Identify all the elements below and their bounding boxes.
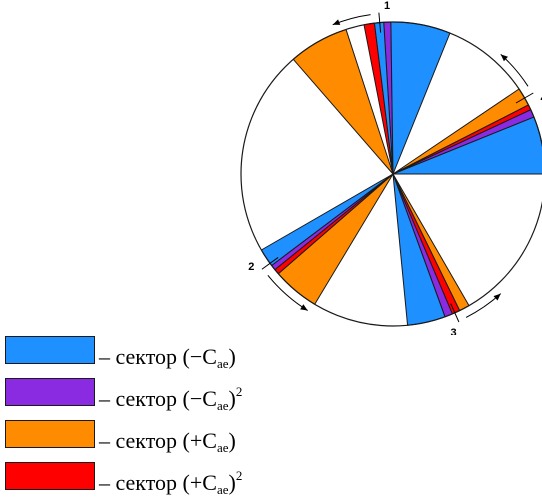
- legend-swatch-blue: [5, 336, 95, 364]
- marker-2: 2: [248, 257, 308, 311]
- arrowhead: [500, 54, 508, 62]
- marker-3: 3: [450, 293, 502, 335]
- sector-diagram: 1 4 3 2: [240, 0, 542, 335]
- legend-subscript: ae: [216, 356, 229, 371]
- legend-suffix: ): [228, 344, 236, 369]
- legend-subscript: ae: [216, 482, 229, 497]
- marker-label: 2: [248, 261, 254, 273]
- marker-label: 1: [384, 0, 390, 12]
- arrowhead: [300, 304, 308, 311]
- legend-prefix: – сектор (+C: [99, 428, 217, 453]
- marker-label: 4: [541, 92, 542, 104]
- legend-prefix: – сектор (−C: [99, 344, 217, 369]
- legend-label-blue: – сектор (−Cae): [99, 336, 236, 378]
- legend-suffix: ): [228, 470, 236, 495]
- legend-swatch-red: [5, 462, 95, 490]
- marker-4: 4: [500, 53, 542, 104]
- legend-superscript: 2: [235, 468, 243, 483]
- marker-1: 1: [332, 0, 390, 33]
- marker-layer: 1 4 3 2: [248, 0, 542, 335]
- arrowhead: [493, 293, 501, 301]
- legend-suffix: ): [228, 386, 236, 411]
- legend-label-red: – сектор (+Cae)2: [99, 462, 242, 504]
- legend-subscript: ae: [216, 440, 229, 455]
- legend-superscript: 2: [235, 384, 243, 399]
- marker-tick: [261, 257, 279, 270]
- outer-circle: [240, 21, 542, 327]
- sector-layer: [260, 21, 542, 326]
- legend-label-orange: – сектор (+Cae): [99, 420, 236, 462]
- marker-tick: [450, 303, 460, 323]
- legend-prefix: – сектор (−C: [99, 386, 217, 411]
- legend-swatch-orange: [5, 420, 95, 448]
- arrowhead: [332, 19, 341, 25]
- legend-subscript: ae: [216, 398, 229, 413]
- legend-label-violet: – сектор (−Cae)2: [99, 378, 242, 420]
- legend-swatch-violet: [5, 378, 95, 406]
- legend-suffix: ): [228, 428, 236, 453]
- marker-label: 3: [451, 327, 457, 335]
- legend-prefix: – сектор (+C: [99, 470, 217, 495]
- marker-tick: [378, 12, 382, 33]
- marker-tick: [515, 92, 534, 104]
